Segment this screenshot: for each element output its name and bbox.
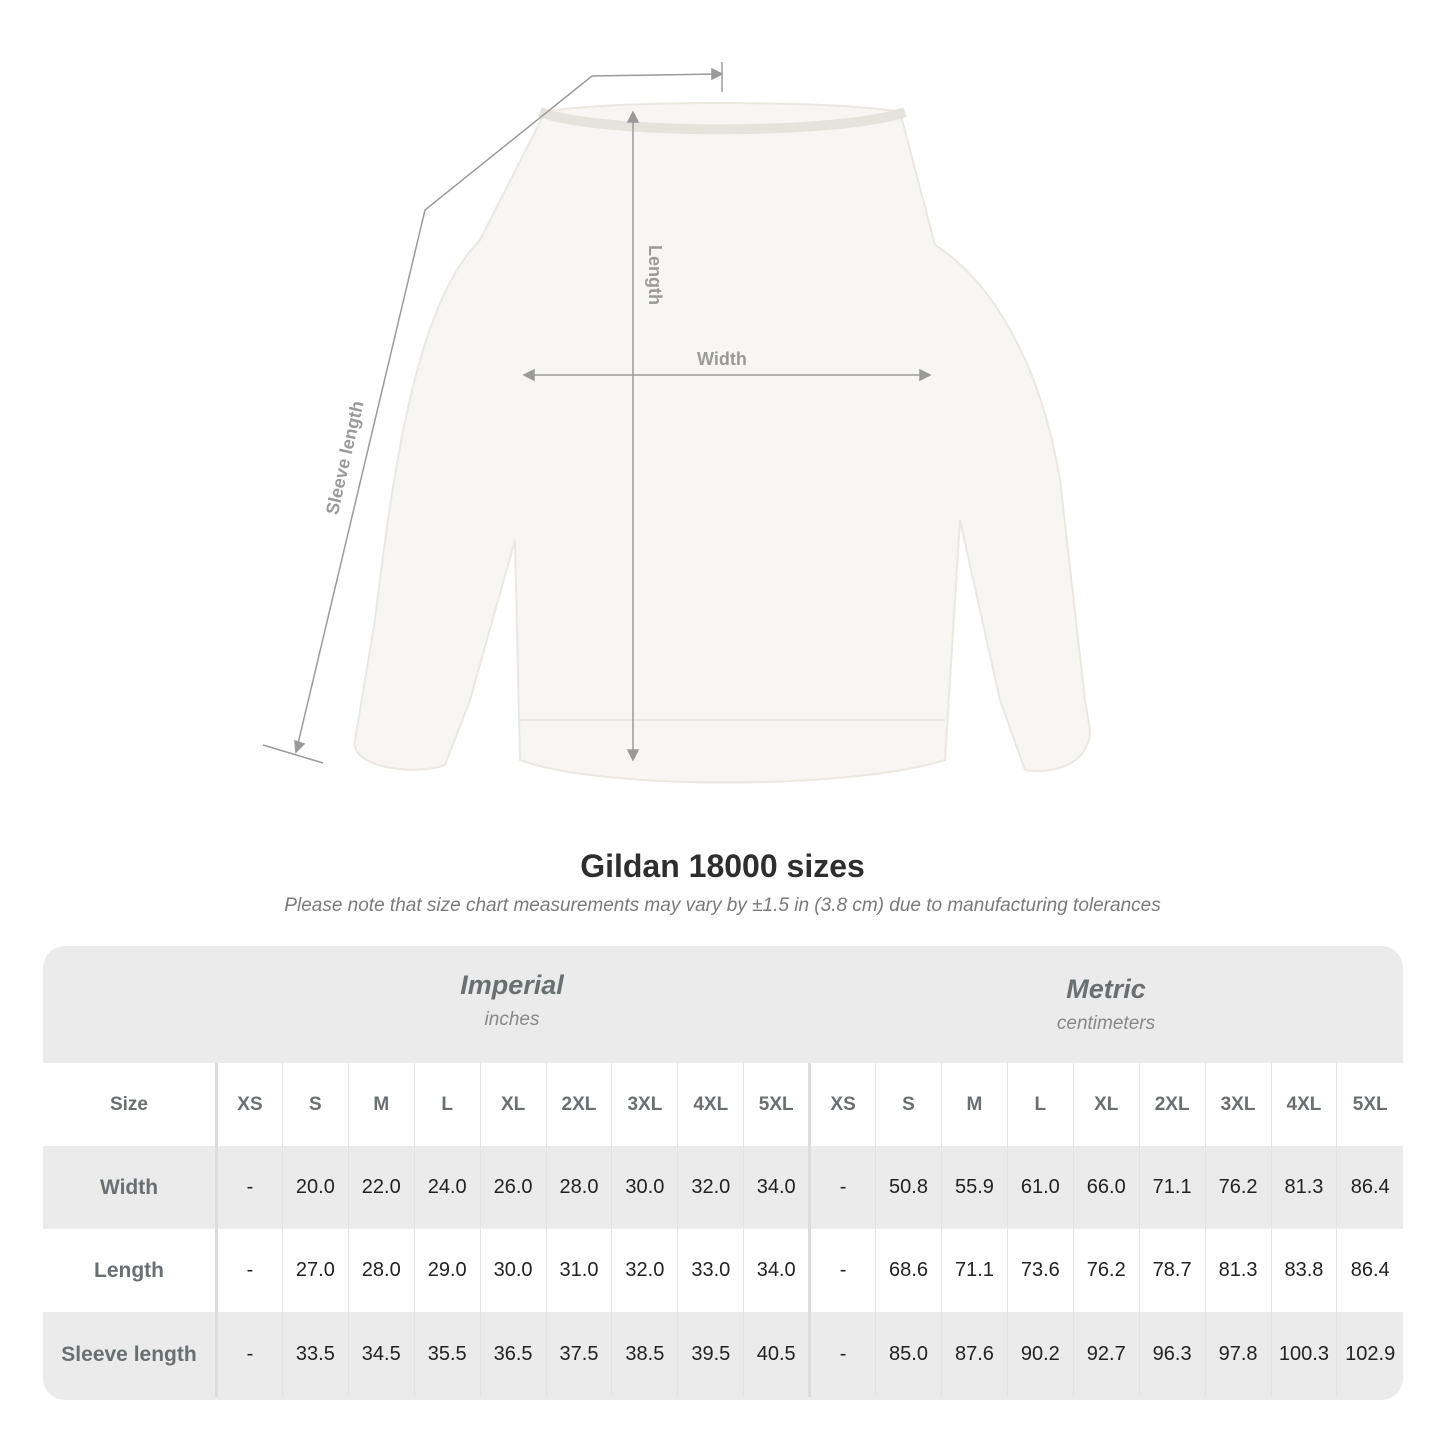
imperial-title: Imperial — [460, 970, 564, 1000]
imperial-value: 34.0 — [743, 1229, 810, 1312]
imperial-value: 34.0 — [743, 1146, 810, 1229]
sleeve-measure-path — [295, 73, 719, 753]
size-column-header: XL — [1072, 1063, 1140, 1146]
imperial-value: 28.0 — [347, 1229, 415, 1312]
size-column-header: S — [875, 1063, 942, 1146]
sweatshirt-image — [353, 102, 1092, 784]
imperial-value: 35.5 — [413, 1312, 481, 1397]
imperial-value: 32.0 — [611, 1229, 678, 1312]
metric-value: 78.7 — [1138, 1229, 1206, 1312]
metric-value: 87.6 — [940, 1312, 1008, 1397]
size-column-header: M — [940, 1063, 1008, 1146]
size-column-header: 5XL — [1336, 1063, 1403, 1146]
table-row: Length -27.0 28.0 29.0 30.0 31.0 32.0 33.0 34.0-… — [43, 1229, 1403, 1312]
size-table: Size XS S M L XL 2XL 3XL 4XL 5XL XS S M L XL 2XL 3XL 4XL 5… — [43, 1063, 1403, 1397]
imperial-value: 30.0 — [611, 1146, 678, 1229]
imperial-value: 24.0 — [413, 1146, 481, 1229]
metric-value: 71.1 — [1138, 1146, 1206, 1229]
imperial-unit: inches — [484, 1009, 540, 1030]
imperial-value: - — [215, 1229, 283, 1312]
imperial-value: 34.5 — [347, 1312, 415, 1397]
imperial-value: 33.0 — [677, 1229, 744, 1312]
metric-value: 85.0 — [875, 1312, 942, 1397]
sweatshirt-diagram — [262, 62, 1092, 784]
size-column-header: 4XL — [1270, 1063, 1337, 1146]
size-column-header: S — [281, 1063, 349, 1146]
imperial-value: 22.0 — [347, 1146, 415, 1229]
metric-value: 83.8 — [1270, 1229, 1337, 1312]
imperial-value: 32.0 — [677, 1146, 744, 1229]
metric-value: 81.3 — [1270, 1146, 1337, 1229]
metric-value: 90.2 — [1006, 1312, 1074, 1397]
metric-value: 100.3 — [1270, 1312, 1337, 1397]
metric-value: - — [808, 1146, 876, 1229]
width-label: Width — [697, 349, 747, 369]
size-column-header: XL — [479, 1063, 547, 1146]
size-column-header: 3XL — [611, 1063, 678, 1146]
metric-value: 86.4 — [1336, 1229, 1403, 1312]
length-label: Length — [645, 245, 665, 305]
imperial-value: - — [215, 1312, 283, 1397]
size-column-header: XS — [215, 1063, 283, 1146]
table-row: Sleeve length -33.5 34.5 35.5 36.5 37.5 38.5 39… — [43, 1312, 1403, 1397]
page-title: Gildan 18000 sizes — [580, 848, 865, 884]
size-column-header: 4XL — [677, 1063, 744, 1146]
imperial-value: 33.5 — [281, 1312, 349, 1397]
metric-value: 81.3 — [1204, 1229, 1271, 1312]
metric-value: 76.2 — [1072, 1229, 1140, 1312]
metric-value: 55.9 — [940, 1146, 1008, 1229]
metric-value: 76.2 — [1204, 1146, 1271, 1229]
size-header-row: Size XS S M L XL 2XL 3XL 4XL 5XL XS S M L XL 2XL 3XL 4XL 5… — [43, 1063, 1403, 1146]
size-table-panel: Imperial inches Metric centimeters Size X… — [43, 946, 1403, 1400]
imperial-value: 28.0 — [545, 1146, 612, 1229]
metric-value: 96.3 — [1138, 1312, 1206, 1397]
imperial-value: 36.5 — [479, 1312, 547, 1397]
metric-value: 50.8 — [875, 1146, 942, 1229]
size-column-header: M — [347, 1063, 415, 1146]
size-column-header: 5XL — [743, 1063, 810, 1146]
imperial-value: 38.5 — [611, 1312, 678, 1397]
row-label: Sleeve length — [43, 1312, 217, 1397]
metric-value: 61.0 — [1006, 1146, 1074, 1229]
imperial-value: 27.0 — [281, 1229, 349, 1312]
imperial-value: 20.0 — [281, 1146, 349, 1229]
row-label: Width — [43, 1146, 217, 1229]
imperial-value: - — [215, 1146, 283, 1229]
metric-value: - — [808, 1229, 876, 1312]
size-column-header: L — [413, 1063, 481, 1146]
size-column-header: XS — [808, 1063, 876, 1146]
imperial-value: 37.5 — [545, 1312, 612, 1397]
metric-value: 68.6 — [875, 1229, 942, 1312]
metric-value: 92.7 — [1072, 1312, 1140, 1397]
imperial-value: 39.5 — [677, 1312, 744, 1397]
metric-value: - — [808, 1312, 876, 1397]
imperial-value: 29.0 — [413, 1229, 481, 1312]
imperial-value: 26.0 — [479, 1146, 547, 1229]
metric-value: 71.1 — [940, 1229, 1008, 1312]
page-subtitle: Please note that size chart measurements… — [284, 895, 1161, 916]
metric-value: 97.8 — [1204, 1312, 1271, 1397]
metric-value: 66.0 — [1072, 1146, 1140, 1229]
row-label: Length — [43, 1229, 217, 1312]
metric-value: 86.4 — [1336, 1146, 1403, 1229]
metric-header: Metric centimeters — [809, 974, 1403, 1091]
imperial-header: Imperial inches — [215, 970, 809, 1087]
size-column-header: 2XL — [545, 1063, 612, 1146]
imperial-value: 30.0 — [479, 1229, 547, 1312]
size-column-header: 3XL — [1204, 1063, 1271, 1146]
imperial-value: 40.5 — [743, 1312, 810, 1397]
table-row: Width -20.0 22.0 24.0 26.0 28.0 30.0 32.0 34.0-5… — [43, 1146, 1403, 1229]
metric-value: 73.6 — [1006, 1229, 1074, 1312]
metric-title: Metric — [1066, 974, 1146, 1004]
size-column-header: 2XL — [1138, 1063, 1206, 1146]
size-header: Size — [43, 1063, 217, 1146]
metric-unit: centimeters — [1056, 1013, 1156, 1034]
imperial-value: 31.0 — [545, 1229, 612, 1312]
metric-value: 102.9 — [1336, 1312, 1403, 1397]
size-column-header: L — [1006, 1063, 1074, 1146]
